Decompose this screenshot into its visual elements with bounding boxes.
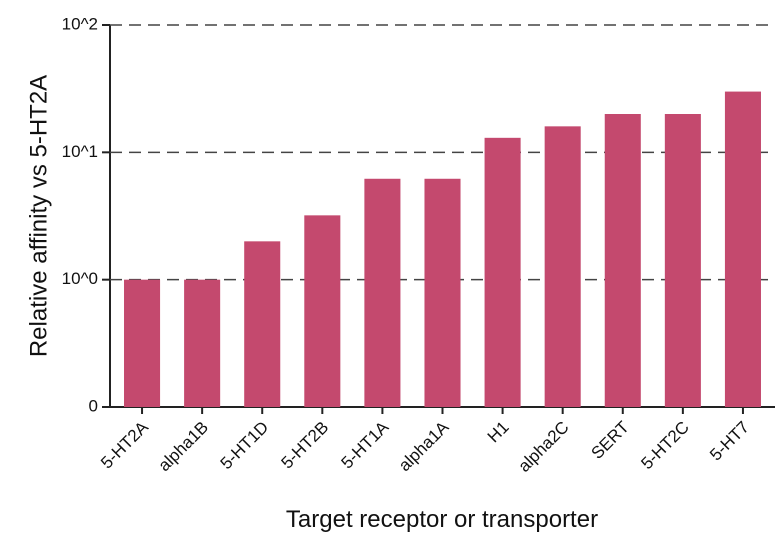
x-tick-label: 5-HT2A — [97, 417, 152, 472]
y-tick-label: 10^0 — [62, 269, 98, 288]
x-tick-label: alpha2C — [514, 418, 572, 476]
y-tick-label: 10^2 — [62, 14, 98, 33]
x-tick-label: 5-HT2C — [637, 418, 693, 474]
bar — [604, 114, 641, 407]
y-tick-label: 10^1 — [62, 142, 98, 161]
x-tick-label: 5-HT2B — [277, 418, 332, 473]
bar — [244, 241, 281, 407]
x-tick-label: SERT — [587, 418, 632, 463]
bar — [124, 279, 161, 407]
bar — [664, 114, 701, 407]
x-tick-label: alpha1B — [155, 418, 213, 476]
x-tick-label: H1 — [484, 418, 513, 447]
bar — [724, 91, 761, 407]
bar — [184, 279, 221, 407]
x-tick-label: 5-HT7 — [706, 418, 753, 465]
x-tick-label: 5-HT1D — [217, 418, 273, 474]
bar — [364, 178, 401, 407]
bar — [304, 215, 341, 407]
x-tick-label: 5-HT1A — [338, 417, 393, 472]
bar — [484, 137, 521, 408]
y-tick-label: 0 — [89, 396, 98, 415]
bar — [544, 126, 581, 408]
x-tick-label: alpha1A — [395, 417, 453, 475]
bar — [424, 178, 461, 407]
x-axis-label: Target receptor or transporter — [286, 506, 598, 533]
y-axis-label: Relative affinity vs 5-HT2A — [25, 75, 52, 357]
